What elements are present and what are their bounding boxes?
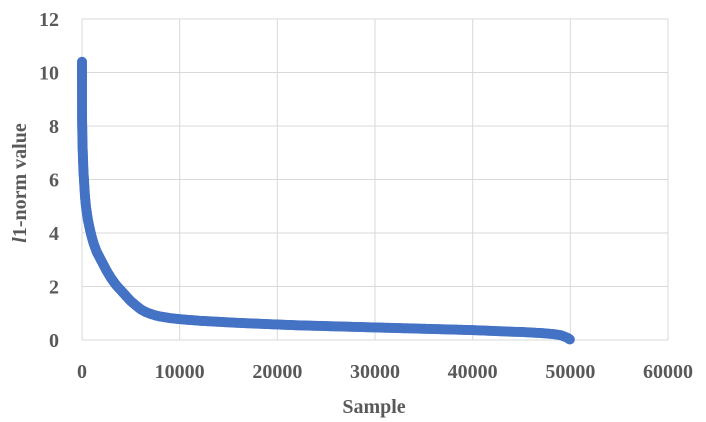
x-axis-title: Sample <box>342 396 405 418</box>
x-tick-label: 0 <box>77 361 87 383</box>
y-tick-label: 12 <box>39 9 59 31</box>
y-axis-title-rest: 1-norm value <box>9 123 31 237</box>
x-tick-label: 60000 <box>643 361 693 383</box>
x-tick-label: 10000 <box>155 361 205 383</box>
data-points <box>77 56 575 345</box>
y-tick-label: 8 <box>49 116 59 138</box>
y-tick-label: 4 <box>49 223 59 245</box>
y-tick-label: 0 <box>49 330 59 352</box>
x-tick-labels: 0 10000 20000 30000 40000 50000 60000 <box>77 361 693 383</box>
data-point <box>564 334 575 345</box>
gridlines <box>81 18 669 341</box>
y-tick-label: 6 <box>49 170 59 192</box>
y-tick-label: 10 <box>39 63 59 85</box>
x-tick-label: 20000 <box>252 361 302 383</box>
x-tick-label: 30000 <box>350 361 400 383</box>
y-axis-title: l1-norm value <box>9 123 31 243</box>
y-tick-labels: 0 2 4 6 8 10 12 <box>39 9 59 352</box>
x-tick-label: 40000 <box>448 361 498 383</box>
y-tick-label: 2 <box>49 277 59 299</box>
x-tick-label: 50000 <box>545 361 595 383</box>
y-axis-title-italic: l <box>9 237 31 243</box>
